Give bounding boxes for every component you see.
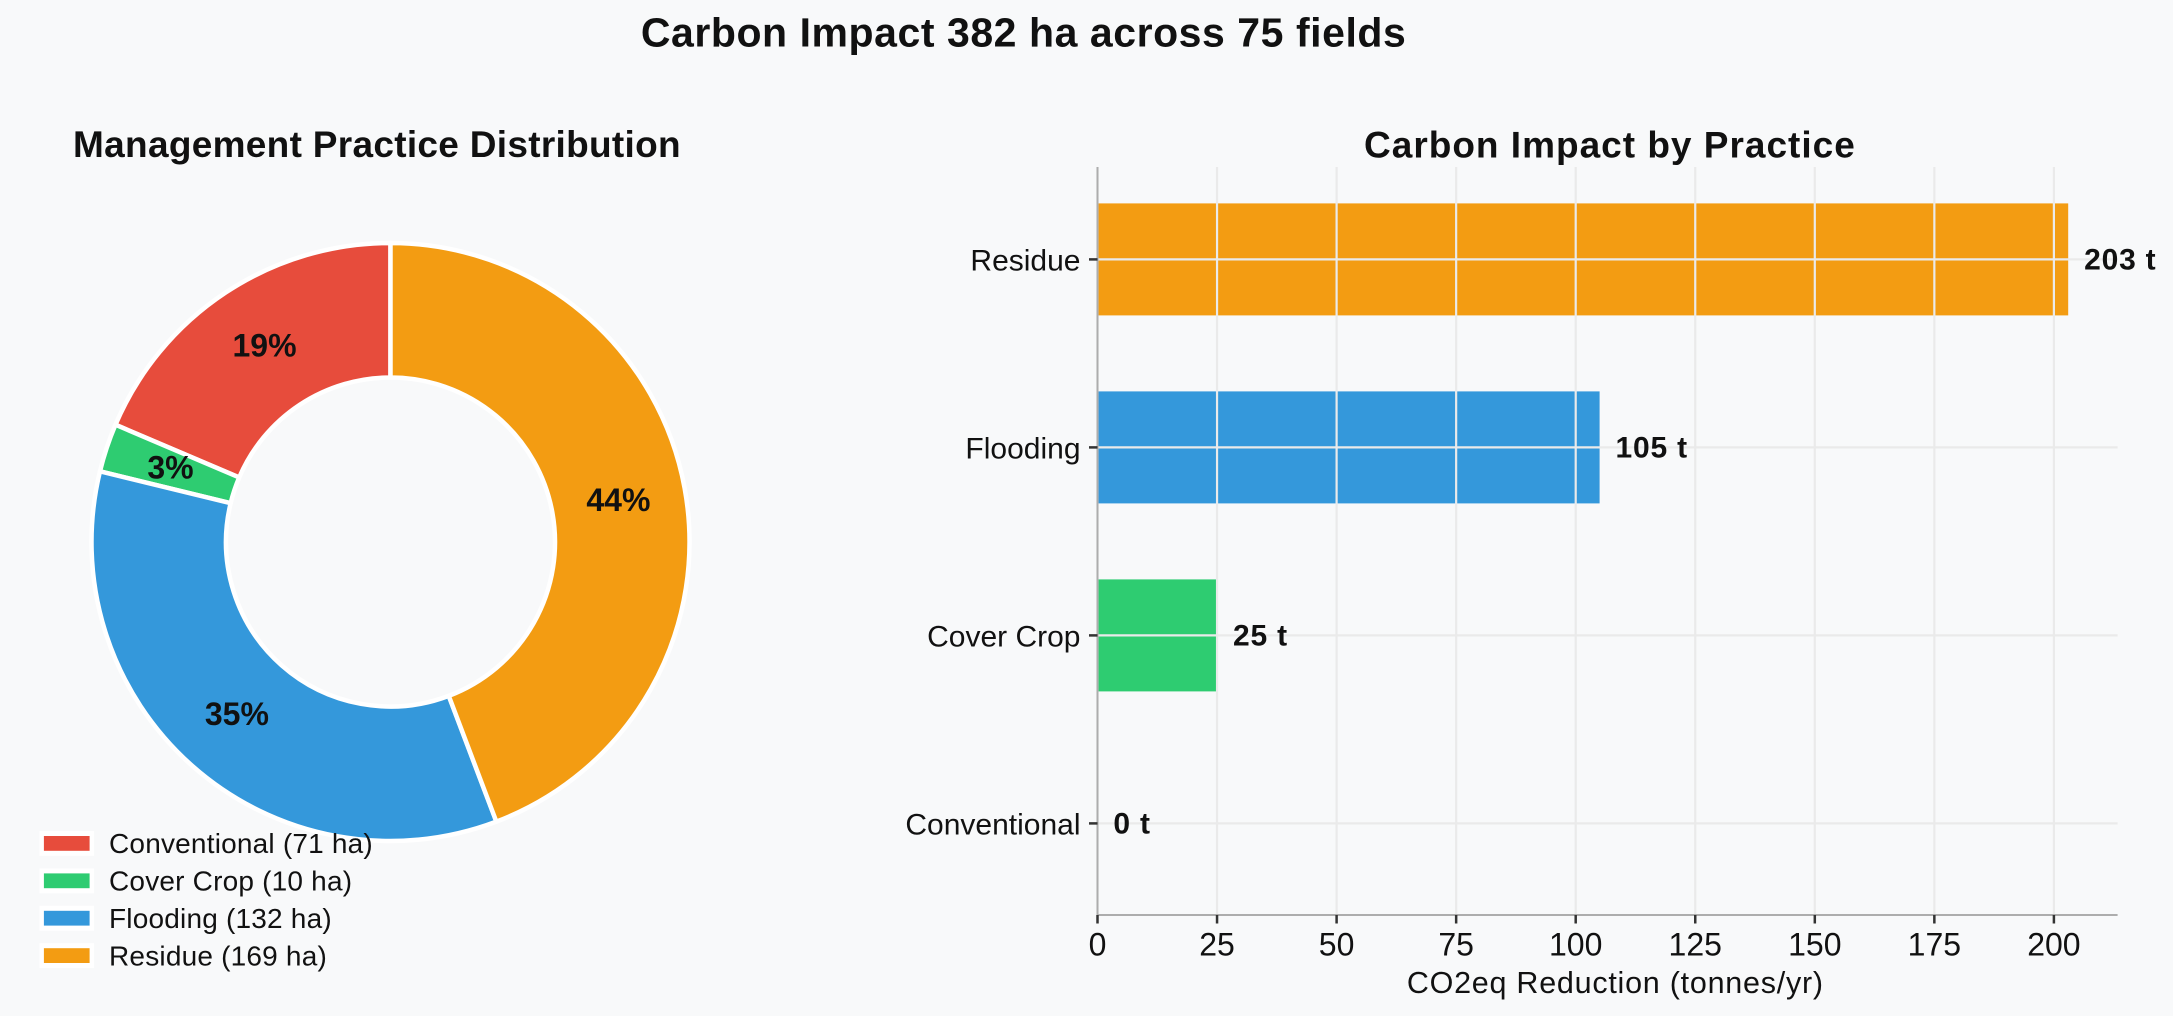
svg-text:175: 175 <box>1908 926 1961 962</box>
svg-text:125: 125 <box>1669 926 1722 962</box>
svg-text:Flooding: Flooding <box>965 433 1080 466</box>
svg-text:0 t: 0 t <box>1113 807 1150 840</box>
svg-text:Conventional: Conventional <box>905 809 1080 842</box>
svg-text:105 t: 105 t <box>1616 431 1688 464</box>
svg-text:25: 25 <box>1199 926 1235 962</box>
svg-text:35%: 35% <box>205 696 269 732</box>
svg-text:50: 50 <box>1319 926 1355 962</box>
svg-text:200: 200 <box>2027 926 2080 962</box>
svg-text:CO2eq Reduction (tonnes/yr): CO2eq Reduction (tonnes/yr) <box>1407 966 1824 1000</box>
svg-text:0: 0 <box>1089 926 1107 962</box>
svg-text:Residue (169 ha): Residue (169 ha) <box>109 940 327 971</box>
svg-text:150: 150 <box>1788 926 1841 962</box>
svg-text:75: 75 <box>1438 926 1474 962</box>
svg-text:203 t: 203 t <box>2084 243 2156 276</box>
svg-text:Conventional (71 ha): Conventional (71 ha) <box>109 828 373 859</box>
svg-text:Management Practice Distributi: Management Practice Distribution <box>73 124 681 165</box>
svg-text:Carbon Impact by Practice: Carbon Impact by Practice <box>1364 124 1856 165</box>
svg-text:Flooding (132 ha): Flooding (132 ha) <box>109 903 332 934</box>
svg-text:100: 100 <box>1549 926 1602 962</box>
svg-text:Residue: Residue <box>970 245 1080 278</box>
svg-text:Cover Crop (10 ha): Cover Crop (10 ha) <box>109 866 352 897</box>
svg-text:Cover Crop: Cover Crop <box>927 621 1080 654</box>
svg-text:44%: 44% <box>586 482 650 518</box>
svg-text:Carbon Impact 382 ha across 75: Carbon Impact 382 ha across 75 fields <box>641 10 1407 56</box>
svg-text:25 t: 25 t <box>1233 619 1288 652</box>
svg-text:19%: 19% <box>232 327 296 363</box>
svg-text:3%: 3% <box>147 450 193 486</box>
